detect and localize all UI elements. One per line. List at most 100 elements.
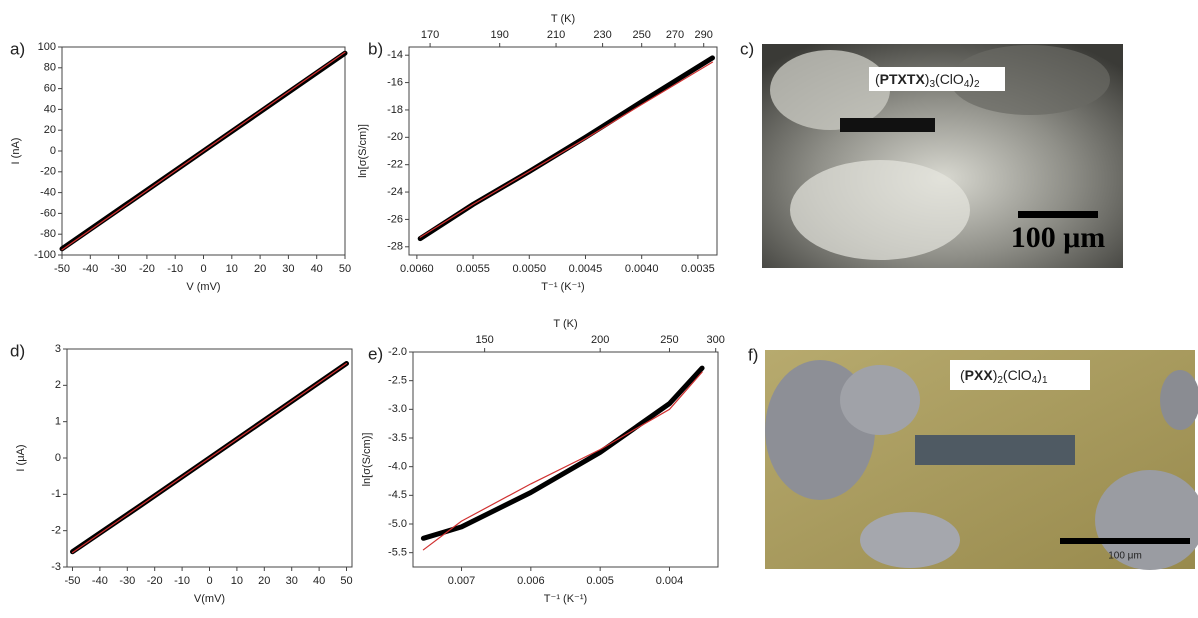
x-tick-label: 40 <box>313 575 325 587</box>
x-tick-label: 0 <box>206 575 212 587</box>
y-tick-label: -2.0 <box>388 346 407 358</box>
x-axis-title: V(mV) <box>194 593 225 605</box>
y-tick-label: -3.5 <box>388 432 407 444</box>
formula-part: ( <box>960 367 965 383</box>
formula: (PTXTX)3(ClO4)2 <box>875 71 980 90</box>
x2-axis-title: T (K) <box>553 318 577 330</box>
y-tick-label: -1 <box>51 488 61 500</box>
x2-tick-label: 190 <box>491 29 509 41</box>
y-tick-label: 0 <box>50 145 56 157</box>
y-tick-label: -28 <box>387 241 403 253</box>
formula: (PXX)2(ClO4)1 <box>960 367 1048 386</box>
formula-part: PXX <box>965 367 994 383</box>
scale-bar-label: 100 μm <box>1011 221 1106 254</box>
y-tick-label: -26 <box>387 213 403 225</box>
panel-label: e) <box>368 344 383 363</box>
x-tick-label: 0 <box>200 263 206 275</box>
x2-tick-label: 150 <box>475 334 493 346</box>
y-tick-label: -3 <box>51 561 61 573</box>
x-tick-label: 0.004 <box>656 575 684 587</box>
series-line <box>419 61 714 238</box>
x-tick-label: -50 <box>65 575 81 587</box>
x-tick-label: -50 <box>54 263 70 275</box>
x-tick-label: 30 <box>286 575 298 587</box>
x-tick-label: -10 <box>167 263 183 275</box>
x-tick-label: 20 <box>254 263 266 275</box>
x2-tick-label: 270 <box>666 29 684 41</box>
y-tick-label: -20 <box>387 131 403 143</box>
x-tick-label: 20 <box>258 575 270 587</box>
y-tick-label: -20 <box>40 166 56 178</box>
formula-part: (ClO <box>1003 367 1032 383</box>
panel-label: d) <box>10 341 25 360</box>
y-axis-title: ln[σ(S/cm)] <box>357 124 369 178</box>
y-tick-label: 0 <box>55 452 61 464</box>
formula-part: ) <box>993 367 998 383</box>
x-tick-label: -10 <box>174 575 190 587</box>
x-tick-label: -20 <box>139 263 155 275</box>
y-tick-label: 2 <box>55 379 61 391</box>
x2-tick-label: 250 <box>660 334 678 346</box>
formula-part: 4 <box>964 79 970 90</box>
panel-label: c) <box>740 39 754 58</box>
y-tick-label: 80 <box>44 62 56 74</box>
y-axis-title: ln[σ(S/cm)] <box>361 433 373 487</box>
y-tick-label: -5.0 <box>388 518 407 530</box>
x-tick-label: 50 <box>339 263 351 275</box>
x-axis-title: V (mV) <box>186 281 220 293</box>
formula-part: 1 <box>1042 375 1048 386</box>
y-tick-label: -14 <box>387 49 403 61</box>
x-tick-label: -30 <box>111 263 127 275</box>
x2-tick-label: 170 <box>421 29 439 41</box>
x-axis-title: T⁻¹ (K⁻¹) <box>541 281 584 293</box>
x-tick-label: 0.0060 <box>400 263 434 275</box>
formula-part: 2 <box>997 375 1003 386</box>
plot-frame <box>412 351 719 568</box>
x-axis-title: T⁻¹ (K⁻¹) <box>544 593 587 605</box>
y-tick-label: 1 <box>55 416 61 428</box>
x-tick-label: 0.0045 <box>569 263 603 275</box>
x-tick-label: 0.0055 <box>456 263 490 275</box>
y-tick-label: -4.0 <box>388 461 407 473</box>
x2-tick-label: 200 <box>591 334 609 346</box>
x-tick-label: 0.0035 <box>681 263 715 275</box>
x-tick-label: 0.005 <box>586 575 614 587</box>
x-tick-label: 30 <box>282 263 294 275</box>
formula-part: ) <box>969 71 974 87</box>
x2-tick-label: 250 <box>633 29 651 41</box>
x2-axis-title: T (K) <box>551 13 575 25</box>
panel-label: a) <box>10 39 25 58</box>
y-tick-label: 3 <box>55 343 61 355</box>
x-tick-label: 0.0040 <box>625 263 659 275</box>
scale-bar-label: 100 μm <box>1108 551 1142 562</box>
x-tick-label: 0.0050 <box>512 263 546 275</box>
y-tick-label: -40 <box>40 187 56 199</box>
panel-label: f) <box>748 345 758 364</box>
x-tick-label: 50 <box>340 575 352 587</box>
y-tick-label: -2.5 <box>388 375 407 387</box>
y-tick-label: 40 <box>44 103 56 115</box>
x-tick-label: -40 <box>82 263 98 275</box>
y-tick-label: -2 <box>51 525 61 537</box>
x-tick-label: -40 <box>92 575 108 587</box>
formula-part: 2 <box>974 79 980 90</box>
formula-part: PTXTX <box>880 71 926 87</box>
x-tick-label: -30 <box>119 575 135 587</box>
micrograph-f <box>765 350 1198 570</box>
panel-label: b) <box>368 39 383 58</box>
series-line <box>71 362 348 554</box>
plot-frame <box>408 46 718 256</box>
micrograph-c <box>762 44 1123 268</box>
series-line <box>61 51 346 251</box>
series-line <box>422 371 703 551</box>
y-tick-label: 100 <box>38 41 56 53</box>
series-line <box>420 365 705 541</box>
formula-part: 3 <box>929 79 935 90</box>
x-tick-label: 0.007 <box>448 575 476 587</box>
formula-part: (ClO <box>935 71 964 87</box>
y-tick-label: -4.5 <box>388 489 407 501</box>
y-tick-label: -100 <box>34 249 56 261</box>
y-tick-label: -60 <box>40 207 56 219</box>
x2-tick-label: 230 <box>593 29 611 41</box>
